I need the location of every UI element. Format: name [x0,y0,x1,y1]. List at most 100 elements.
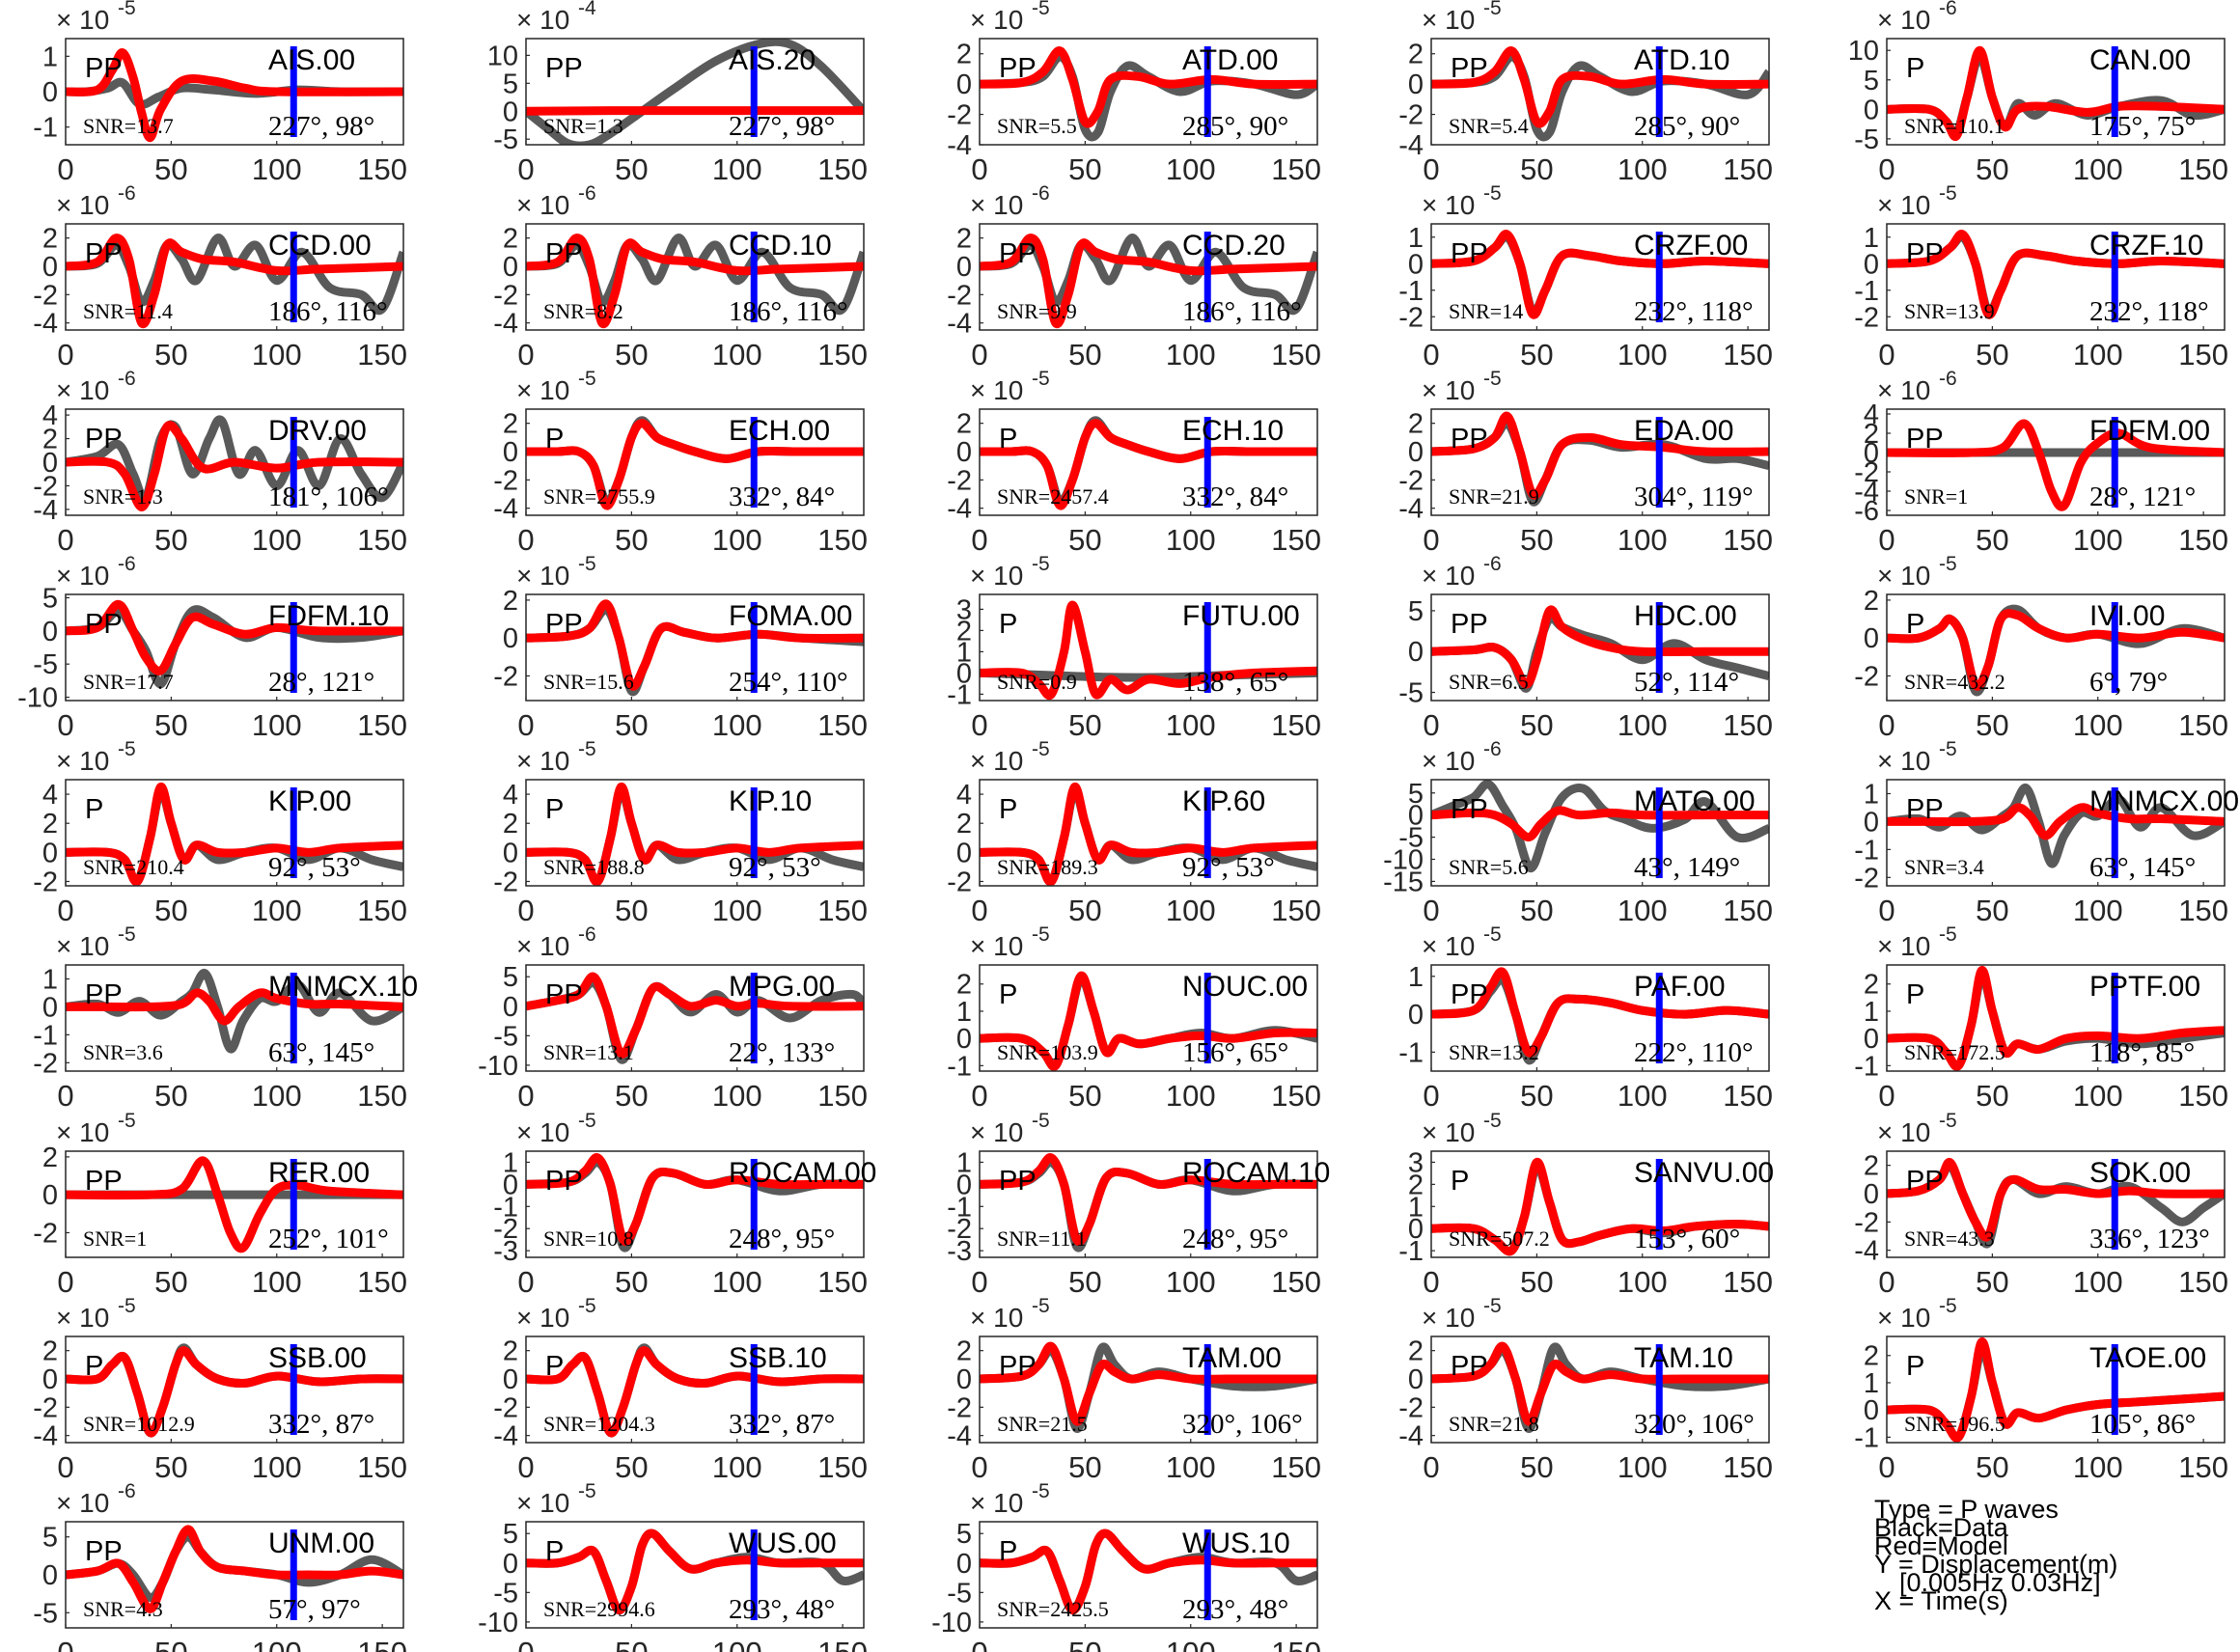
y-tick-label: 0 [956,1170,972,1200]
y-tick-label: 4 [42,400,58,431]
x-tick-label: 0 [971,1265,987,1299]
exponent-label: × 10 [56,931,109,961]
model-trace [66,234,403,329]
x-tick-label: 100 [252,1079,302,1113]
x-tick-label: 100 [1618,1450,1668,1484]
y-tick-label: -1 [1854,1422,1879,1453]
x-tick-label: 150 [357,708,407,742]
x-tick-label: 50 [1520,523,1553,557]
y-tick-label: 0 [42,1180,58,1211]
y-tick-label: 2 [42,1336,58,1367]
axes-box [979,593,1318,702]
snr-label: SNR=17.7 [83,670,174,694]
x-tick-label: 0 [971,1636,987,1652]
x-tick-label: 0 [1878,1079,1894,1113]
x-tick-label: 100 [1166,708,1216,742]
exponent-label: × 10 [56,5,109,35]
phase-label: PP [85,1536,123,1567]
snr-label: SNR=0.9 [997,670,1077,694]
exponent-power: -6 [118,1480,136,1502]
y-tick-label: 4 [42,780,58,811]
exponent-power: -5 [1483,0,1502,19]
y-tick-label: 5 [1408,596,1424,627]
y-tick-label: 2 [503,1336,518,1367]
exponent-label: × 10 [970,5,1023,35]
y-tick-label: -2 [493,867,518,897]
phase-label: PP [1906,424,1944,454]
model-trace [66,1156,403,1253]
station-label: CAN.00 [2089,44,2191,76]
y-tick-label: 0 [1408,1364,1424,1395]
y-tick-label: -2 [947,1392,972,1423]
x-tick-label: 0 [1423,523,1439,557]
y-tick-label: 2 [42,1143,58,1173]
subplot-foma-00: 0 50 100 150 -2 0 2× 10 -5 PP FOMA.00 SNR=15.6 254°… [493,553,868,742]
station-label: TAOE.00 [2089,1342,2206,1374]
x-tick-label: 50 [1976,523,2008,557]
model-trace [1887,1158,2225,1242]
x-tick-label: 100 [1618,708,1668,742]
snr-label: SNR=110.1 [1904,114,2005,138]
subplot-rocam-00: 0 50 100 150-3-2-101× 10 -5PP ROCAM.00SNR=10.… [493,1110,876,1299]
y-tick-label: 1 [956,997,972,1028]
x-tick-label: 50 [1068,338,1101,372]
phase-label: P [1906,609,1924,640]
x-tick-label: 150 [1271,1450,1321,1484]
axes-box [1886,593,2226,702]
y-tick-label: 0 [1864,1395,1879,1426]
x-tick-label: 50 [1976,1079,2008,1113]
x-tick-label: 0 [1878,338,1894,372]
station-label: CCD.20 [1182,230,1286,262]
x-tick-label: 150 [357,152,407,186]
exponent-power: -5 [1939,923,1957,946]
snr-label: SNR=2755.9 [543,484,655,509]
axes-box [1886,1335,2226,1444]
y-tick-label: -10 [17,683,58,714]
exponent-power: -5 [578,553,596,575]
x-tick-label: 50 [1068,894,1101,927]
exponent-label: × 10 [1877,561,1930,591]
azimuth-label: 336°, 123° [2089,1224,2210,1254]
y-tick-label: 1 [1408,962,1424,993]
axes-box [65,1150,404,1258]
station-label: ECH.00 [729,415,830,447]
x-tick-label: 150 [1723,523,1773,557]
x-tick-label: 0 [57,1636,73,1652]
exponent-power: -5 [118,1295,136,1317]
exponent-label: × 10 [56,1488,109,1518]
station-label: MPG.00 [729,971,835,1003]
x-tick-label: 0 [971,152,987,186]
station-label: FUTU.00 [1182,600,1300,632]
station-label: SANVU.00 [1634,1157,1774,1189]
snr-label: SNR=21.9 [1449,484,1539,509]
station-label: NOUC.00 [1182,971,1308,1003]
y-tick-label: -2 [947,100,972,131]
axes-box [525,408,865,516]
exponent-label: × 10 [1422,375,1475,405]
station-label: FDFM.10 [268,600,389,632]
station-label: SSB.10 [729,1342,827,1374]
phase-label: PP [1451,794,1488,825]
y-tick-label: -5 [1854,124,1879,155]
azimuth-label: 304°, 119° [1634,482,1754,512]
model-trace [526,599,864,691]
y-tick-label: -15 [1383,867,1424,897]
y-tick-label: 0 [42,448,58,479]
y-tick-label: -5 [33,649,58,680]
x-tick-label: 100 [1166,894,1216,927]
axes-box [979,1335,1318,1444]
axes-box [979,1150,1318,1258]
y-tick-label: 5 [1408,779,1424,810]
phase-label: P [85,794,103,825]
exponent-label: × 10 [970,1117,1023,1147]
exponent-label: × 10 [970,1303,1023,1333]
azimuth-label: 248°, 95° [1182,1224,1288,1254]
x-tick-label: 0 [971,1450,987,1484]
x-tick-label: 0 [517,1079,534,1113]
exponent-power: -6 [1939,0,1957,19]
station-label: CRZF.10 [2089,230,2203,262]
x-tick-label: 50 [1976,708,2008,742]
x-tick-label: 50 [1976,894,2008,927]
